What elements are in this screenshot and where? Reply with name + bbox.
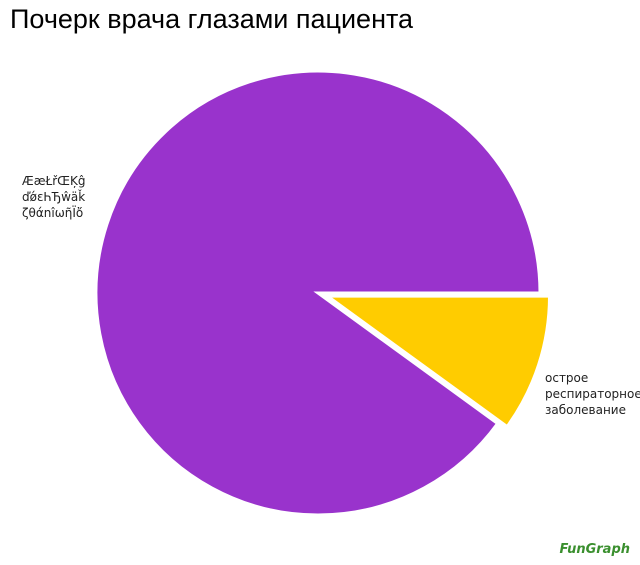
watermark: FunGraph [559,542,630,557]
pie-slice [322,294,552,429]
pie-slice [94,69,542,517]
chart-title: Почерк врача глазами пациента [10,4,414,34]
slice-label: острое респираторное заболевание [545,371,640,417]
slice-label: ÆæŁřŒĶĝ ďǿεҺЂŵäǩ ζθάnîωῆЇὄ [22,174,86,220]
